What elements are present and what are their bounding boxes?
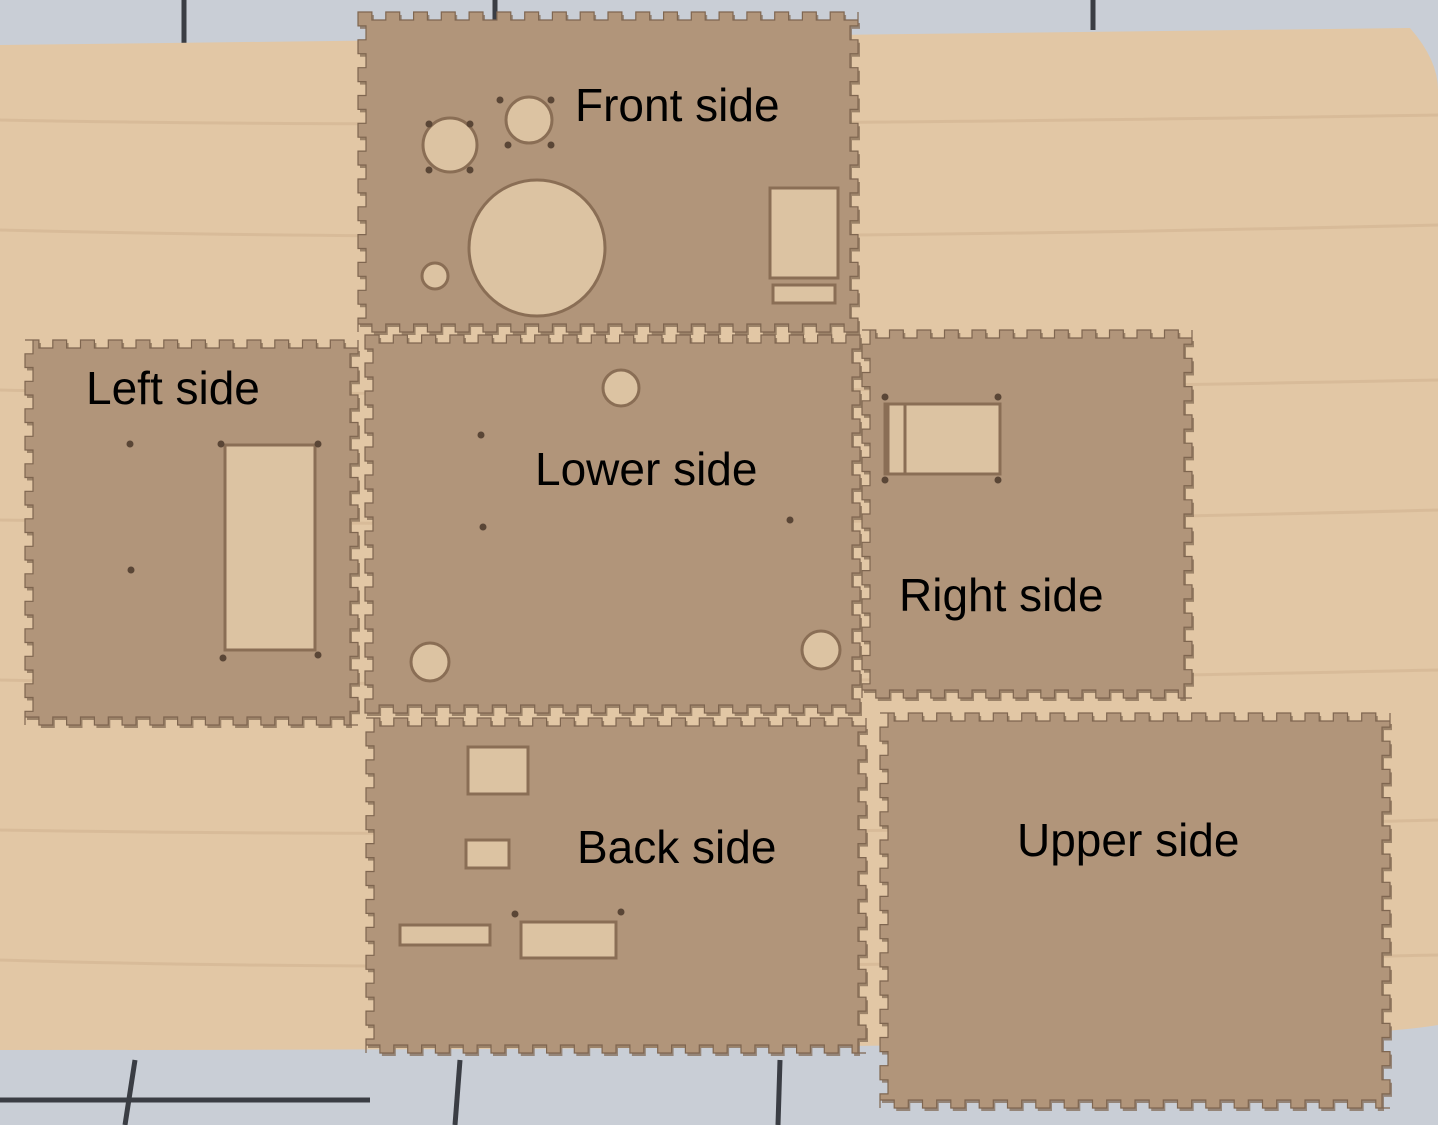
panel-back-side-rect-cutout — [464, 838, 511, 870]
panel-right-side-screw-hole — [994, 393, 1002, 401]
panel-upper-side — [879, 712, 1392, 1111]
panel-lower-side-round-cutout — [409, 641, 451, 683]
panel-back-side-screw-hole — [617, 908, 625, 916]
panel-lower-side-round-cutout — [601, 368, 641, 408]
label-back-side: Back side — [577, 821, 777, 873]
panel-right-side-screw-hole — [881, 476, 889, 484]
panel-right-side-board — [861, 329, 1193, 699]
panel-right-side-screw-hole — [881, 393, 889, 401]
panel-front-side-rect-cutout — [771, 283, 837, 305]
label-front-side: Front side — [575, 79, 780, 131]
panel-front-side-round-cutout — [467, 178, 607, 318]
panel-lower-side-board — [364, 334, 861, 714]
panel-left-side — [24, 339, 360, 728]
panel-front-side-screw-hole — [425, 120, 433, 128]
panel-lower-side-screw-hole — [479, 523, 487, 531]
label-right-side: Right side — [899, 569, 1104, 621]
panel-lower-side-round-cutout — [800, 629, 842, 671]
panel-front-side-round-cutout — [420, 261, 450, 291]
panel-left-side-screw-hole — [127, 566, 135, 574]
panel-upper-side-board — [879, 712, 1391, 1109]
panel-back-side — [365, 717, 868, 1056]
panel-front-side-rect-cutout — [768, 186, 840, 280]
label-lower-side: Lower side — [535, 443, 758, 495]
panel-right-side-rect-cutout — [886, 402, 907, 476]
panel-front-side-screw-hole — [547, 141, 555, 149]
panel-back-side-rect-cutout — [466, 745, 530, 796]
panel-front-side-screw-hole — [496, 96, 504, 104]
panel-front-side-round-cutout — [421, 116, 479, 174]
panel-left-side-screw-hole — [314, 440, 322, 448]
panel-left-side-screw-hole — [217, 440, 225, 448]
panel-back-side-board — [365, 717, 867, 1054]
panel-front-side-screw-hole — [466, 166, 474, 174]
label-upper-side: Upper side — [1017, 814, 1240, 866]
panel-back-side-rect-cutout — [398, 923, 492, 947]
panel-front-side-screw-hole — [425, 166, 433, 174]
panel-lower-side-screw-hole — [477, 431, 485, 439]
panel-left-side-screw-hole — [314, 651, 322, 659]
panel-back-side-rect-cutout — [519, 920, 618, 960]
panel-front-side-screw-hole — [466, 120, 474, 128]
panel-front-side — [357, 11, 860, 335]
label-left-side: Left side — [86, 362, 260, 414]
panel-front-side-screw-hole — [547, 96, 555, 104]
panel-lower-side-screw-hole — [786, 516, 794, 524]
panel-lower-side — [364, 334, 862, 716]
panel-back-side-screw-hole — [511, 910, 519, 918]
panel-left-side-rect-cutout — [223, 443, 317, 652]
panel-front-side-screw-hole — [504, 141, 512, 149]
panel-left-side-screw-hole — [219, 654, 227, 662]
panel-right-side-screw-hole — [994, 476, 1002, 484]
panel-right-side — [861, 329, 1194, 701]
panel-front-side-round-cutout — [504, 95, 554, 145]
panel-left-side-screw-hole — [126, 440, 134, 448]
